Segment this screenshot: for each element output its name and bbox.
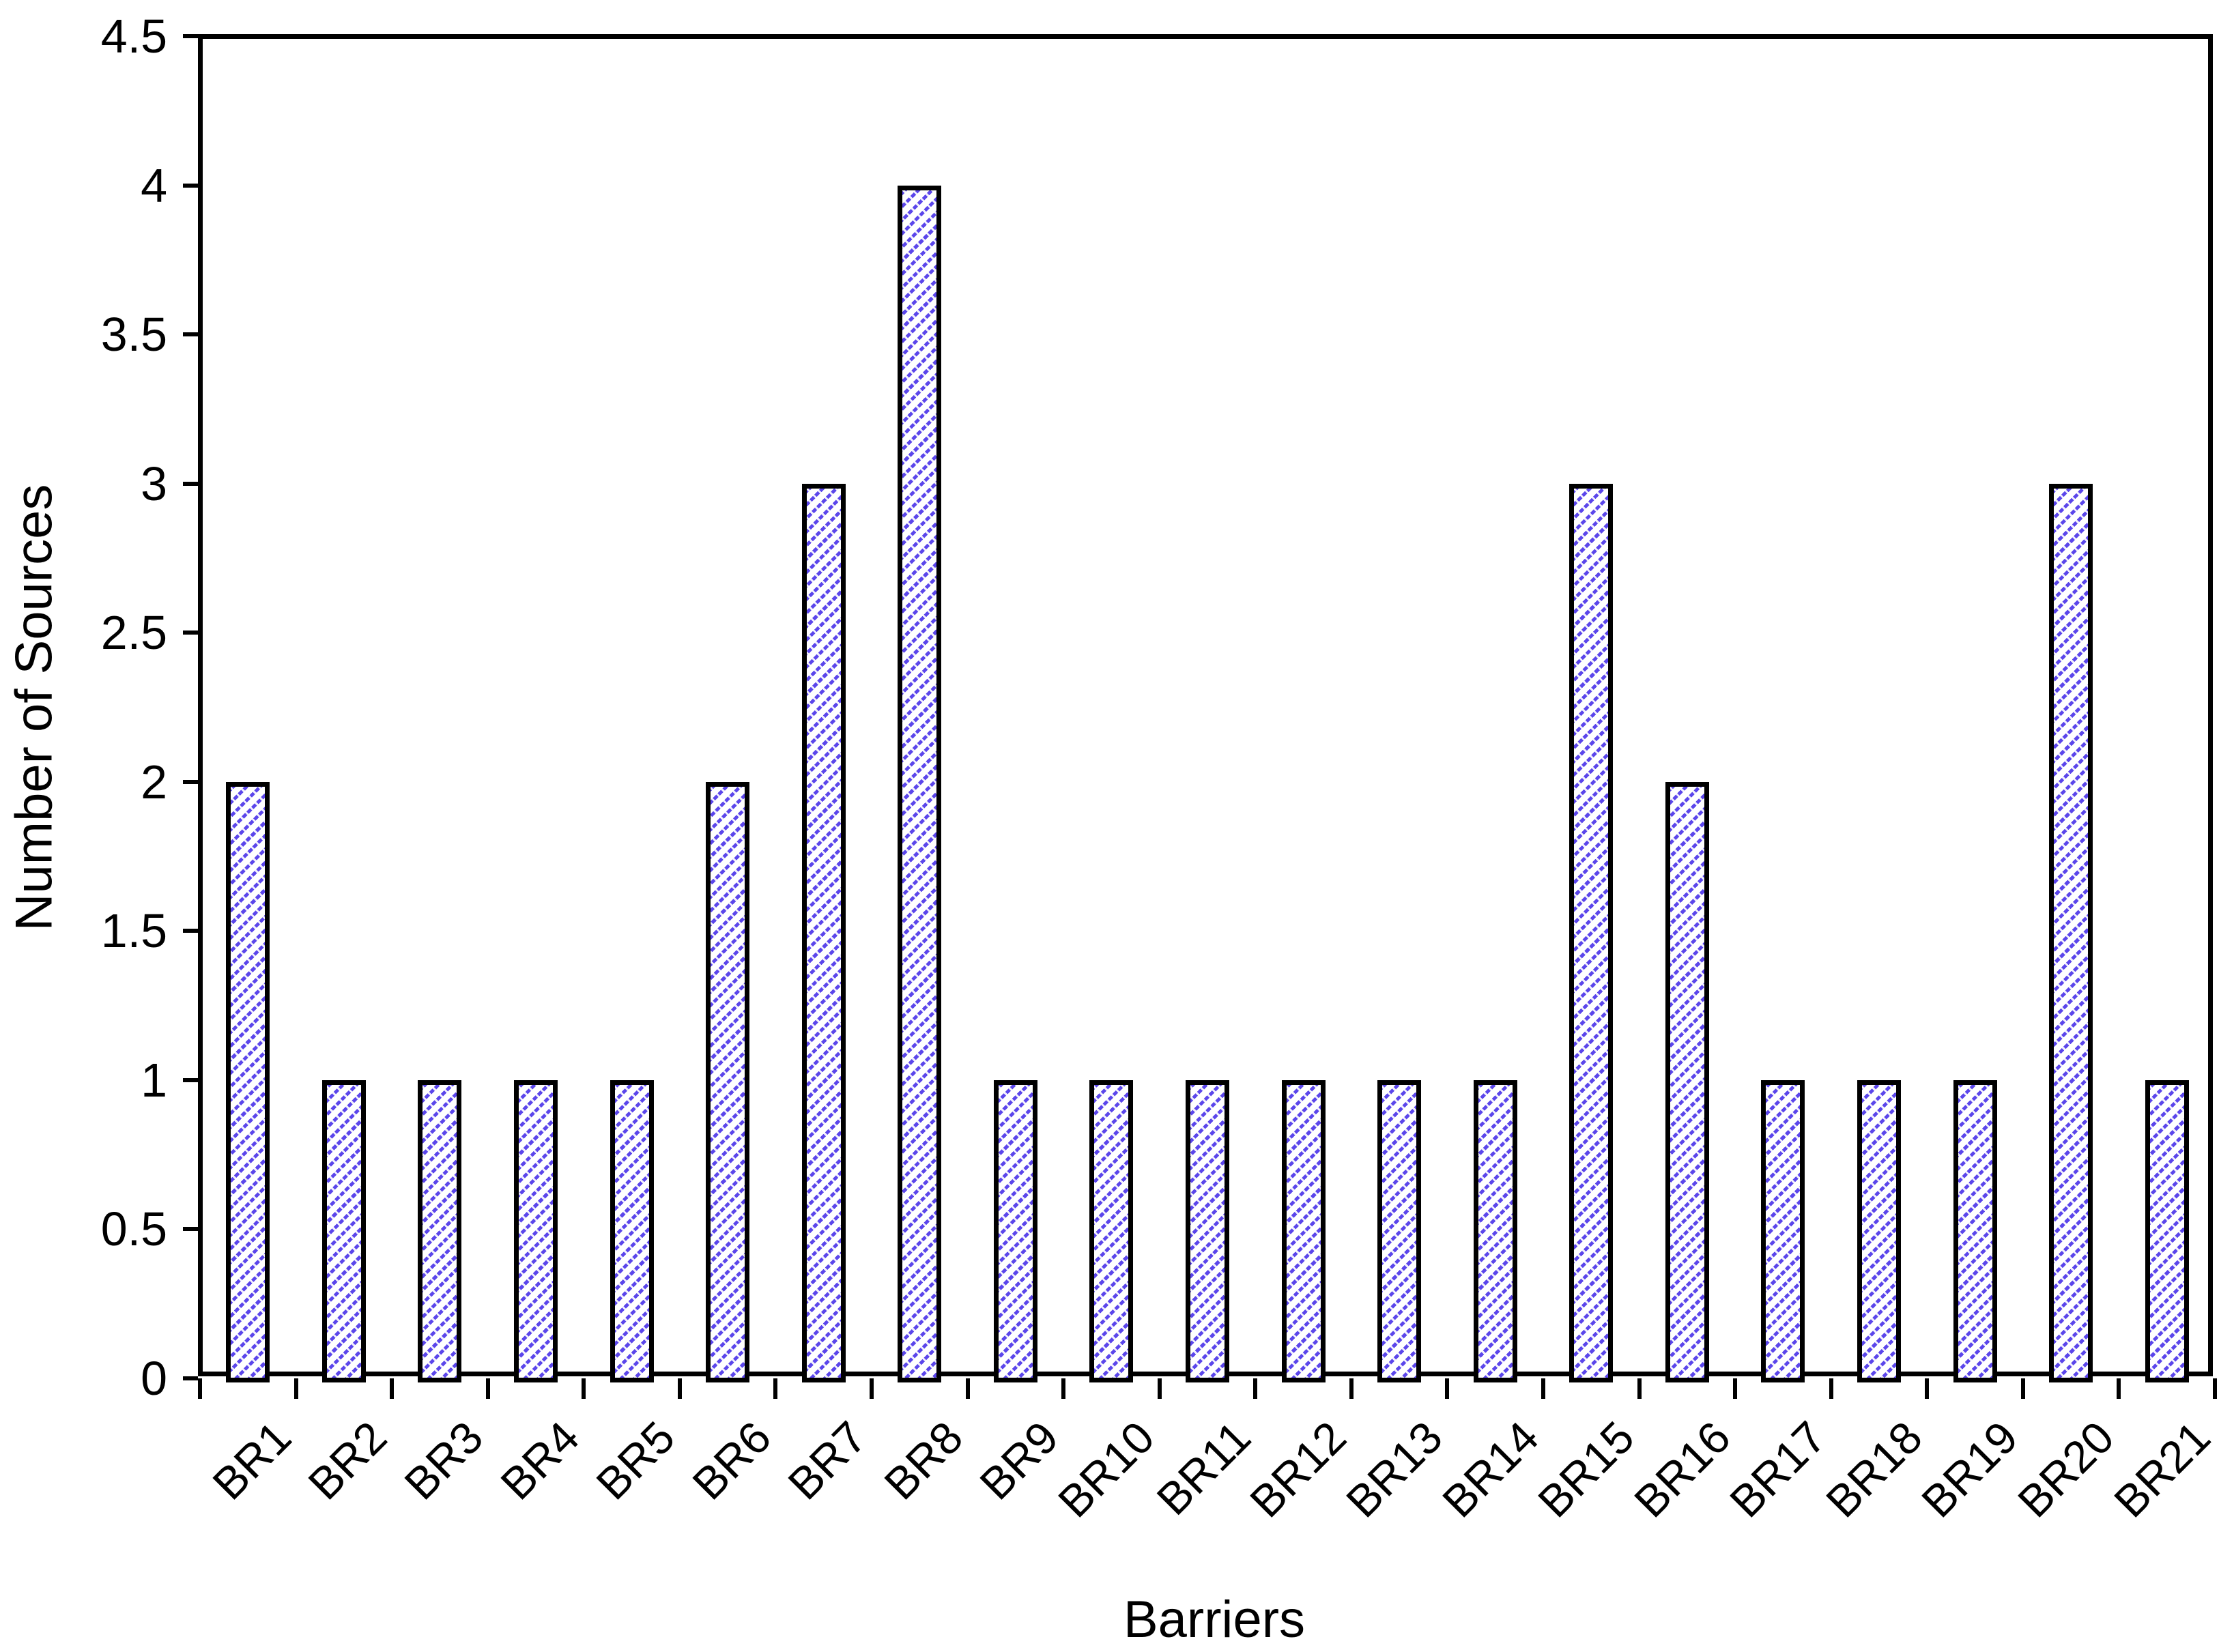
bar-BR19	[1953, 1079, 1997, 1382]
x-tick-label: BR5	[586, 1411, 685, 1509]
x-tick-label: BR20	[2007, 1411, 2124, 1527]
x-tick-label: BR2	[298, 1411, 397, 1509]
x-axis-tick	[1637, 1378, 1642, 1399]
bar-BR16	[1665, 781, 1709, 1382]
x-tick-label: BR7	[778, 1411, 876, 1509]
x-axis-tick	[2117, 1378, 2121, 1399]
y-tick-label: 1	[141, 1053, 167, 1107]
y-axis-tick	[183, 631, 198, 635]
bar-BR15	[1569, 483, 1614, 1382]
y-tick-label: 0.5	[100, 1202, 167, 1256]
bar-BR18	[1857, 1079, 1901, 1382]
x-axis-tick	[1445, 1378, 1450, 1399]
x-tick-label: BR16	[1624, 1411, 1740, 1527]
x-axis-tick	[390, 1378, 395, 1399]
x-tick-label: BR11	[1147, 1411, 1260, 1525]
bar-BR14	[1473, 1079, 1517, 1382]
y-tick-label: 4	[141, 158, 167, 212]
y-axis-tick	[183, 183, 198, 188]
y-tick-label: 0	[141, 1352, 167, 1405]
bar-BR9	[993, 1079, 1037, 1382]
x-axis-tick	[1157, 1378, 1162, 1399]
x-tick-label: BR3	[395, 1411, 493, 1509]
bar-BR1	[226, 781, 270, 1382]
bar-BR7	[801, 483, 846, 1382]
y-tick-label: 2.5	[100, 606, 167, 660]
x-tick-label: BR15	[1528, 1411, 1644, 1527]
x-axis-tick	[1061, 1378, 1066, 1399]
bar-BR2	[321, 1079, 366, 1382]
x-tick-label: BR1	[203, 1411, 301, 1509]
x-tick-label: BR10	[1048, 1411, 1164, 1527]
y-tick-label: 2	[141, 755, 167, 809]
y-axis-tick	[183, 1227, 198, 1232]
x-axis-tick	[1733, 1378, 1738, 1399]
x-tick-label: BR12	[1240, 1411, 1356, 1527]
x-tick-label: BR18	[1816, 1411, 1932, 1527]
x-axis-tick	[1253, 1378, 1258, 1399]
y-tick-label: 3.5	[100, 308, 167, 362]
y-axis-tick	[183, 481, 198, 486]
y-axis-tick	[183, 929, 198, 933]
x-axis-tick	[485, 1378, 490, 1399]
x-tick-label: BR17	[1720, 1411, 1836, 1527]
x-axis-tick	[965, 1378, 970, 1399]
bar-BR10	[1089, 1079, 1134, 1382]
bar-BR3	[418, 1079, 462, 1382]
bar-BR21	[2145, 1079, 2189, 1382]
x-axis-title: Barriers	[1123, 1591, 1306, 1649]
x-tick-label: BR21	[2104, 1411, 2220, 1527]
x-axis-tick	[870, 1378, 874, 1399]
x-axis-tick	[2020, 1378, 2025, 1399]
x-axis-tick	[1829, 1378, 1833, 1399]
y-tick-label: 4.5	[100, 10, 167, 63]
x-axis-tick	[198, 1378, 202, 1399]
bar-BR17	[1761, 1079, 1805, 1382]
y-axis-tick	[183, 1376, 198, 1380]
x-axis-tick	[1349, 1378, 1354, 1399]
x-axis-tick	[1541, 1378, 1545, 1399]
bar-BR20	[2049, 483, 2093, 1382]
x-tick-label: BR8	[874, 1411, 973, 1509]
x-axis-tick	[293, 1378, 298, 1399]
bar-BR13	[1377, 1079, 1422, 1382]
bar-BR8	[898, 185, 942, 1382]
y-tick-label: 1.5	[100, 904, 167, 958]
x-tick-label: BR6	[682, 1411, 781, 1509]
y-axis-tick	[183, 34, 198, 38]
bar-BR12	[1281, 1079, 1326, 1382]
x-tick-label: BR19	[1912, 1411, 2028, 1527]
y-axis-title: Number of Sources	[5, 484, 63, 931]
bar-BR5	[610, 1079, 654, 1382]
x-axis-tick	[677, 1378, 682, 1399]
y-tick-label: 3	[141, 457, 167, 510]
y-axis-tick	[183, 332, 198, 337]
x-tick-label: BR13	[1336, 1411, 1452, 1527]
bar-BR6	[706, 781, 750, 1382]
x-axis-tick	[1925, 1378, 1930, 1399]
bar-BR4	[514, 1079, 558, 1382]
x-tick-label: BR4	[490, 1411, 588, 1509]
x-axis-tick	[773, 1378, 778, 1399]
bar-BR11	[1186, 1079, 1229, 1382]
y-axis-tick	[183, 779, 198, 784]
x-tick-label: BR14	[1432, 1411, 1548, 1527]
y-axis-tick	[183, 1077, 198, 1082]
x-axis-tick	[582, 1378, 586, 1399]
x-axis-tick	[2213, 1378, 2217, 1399]
